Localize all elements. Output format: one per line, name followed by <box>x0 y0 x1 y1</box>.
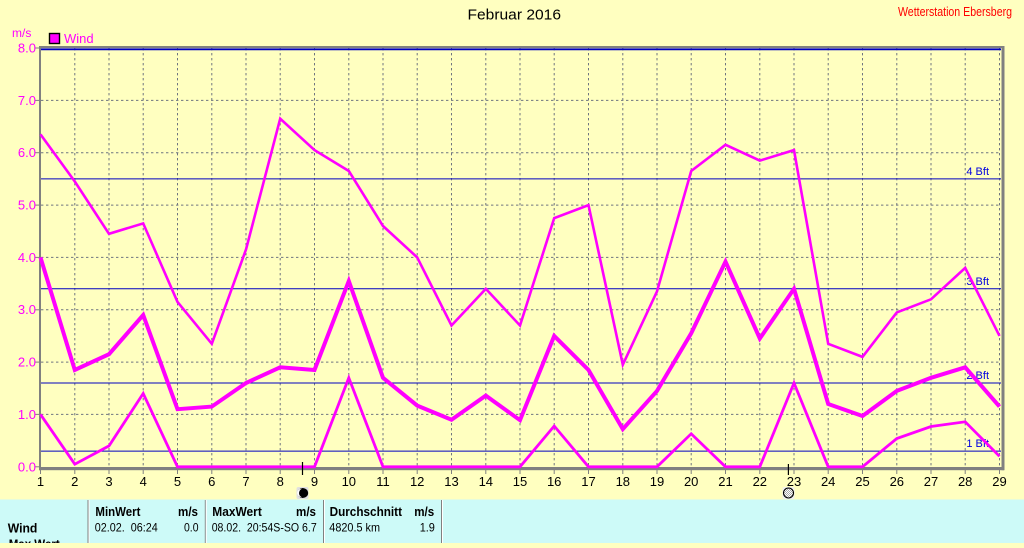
svg-text:16: 16 <box>547 474 561 489</box>
svg-text:MinWert: MinWert <box>95 505 141 519</box>
svg-text:22: 22 <box>753 474 767 489</box>
svg-text:1: 1 <box>37 474 44 489</box>
svg-text:9: 9 <box>311 474 318 489</box>
svg-text:19: 19 <box>650 474 664 489</box>
svg-text:08.02. 20:54S-SO 6.7: 08.02. 20:54S-SO 6.7 <box>212 521 317 535</box>
svg-text:Februar 2016: Februar 2016 <box>468 7 562 24</box>
svg-text:Durchschnitt: Durchschnitt <box>330 505 403 519</box>
svg-text:8.0: 8.0 <box>18 41 36 56</box>
svg-text:MaxWert: MaxWert <box>212 505 262 519</box>
svg-text:4 Bft: 4 Bft <box>966 166 989 178</box>
svg-text:4: 4 <box>140 474 147 489</box>
svg-text:15: 15 <box>513 474 527 489</box>
svg-text:6: 6 <box>208 474 215 489</box>
svg-text:29: 29 <box>992 474 1006 489</box>
svg-text:0.0: 0.0 <box>18 459 36 474</box>
svg-text:23: 23 <box>787 474 801 489</box>
svg-text:m/s: m/s <box>12 26 31 40</box>
svg-text:6.0: 6.0 <box>18 145 36 160</box>
svg-text:20: 20 <box>684 474 698 489</box>
svg-text:26: 26 <box>890 474 904 489</box>
svg-text:7.0: 7.0 <box>18 93 36 108</box>
svg-text:5: 5 <box>174 474 181 489</box>
svg-text:7: 7 <box>242 474 249 489</box>
svg-text:25: 25 <box>855 474 869 489</box>
svg-text:1.9: 1.9 <box>420 521 435 535</box>
svg-text:Wind: Wind <box>8 521 38 535</box>
svg-text:27: 27 <box>924 474 938 489</box>
svg-text:12: 12 <box>410 474 424 489</box>
svg-text:5.0: 5.0 <box>18 198 36 213</box>
svg-text:4.0: 4.0 <box>18 250 36 265</box>
svg-text:24: 24 <box>821 474 835 489</box>
svg-text:2.0: 2.0 <box>18 355 36 370</box>
svg-text:m/s: m/s <box>414 505 434 519</box>
svg-text:Max.Wert: Max.Wert <box>9 538 61 544</box>
svg-text:1.0: 1.0 <box>18 407 36 422</box>
svg-text:3: 3 <box>105 474 112 489</box>
svg-text:10: 10 <box>342 474 356 489</box>
svg-text:14: 14 <box>479 474 493 489</box>
svg-text:0.0: 0.0 <box>184 521 199 535</box>
svg-text:28: 28 <box>958 474 972 489</box>
svg-text:8: 8 <box>277 474 284 489</box>
svg-text:21: 21 <box>718 474 732 489</box>
svg-text:m/s: m/s <box>178 505 198 519</box>
svg-text:13: 13 <box>444 474 458 489</box>
svg-text:4820.5 km: 4820.5 km <box>329 521 380 535</box>
svg-text:17: 17 <box>581 474 595 489</box>
svg-text:3.0: 3.0 <box>18 302 36 317</box>
svg-text:11: 11 <box>376 474 390 489</box>
svg-text:2: 2 <box>71 474 78 489</box>
svg-text:02.02. 06:24: 02.02. 06:24 <box>95 521 158 535</box>
svg-text:Wetterstation Ebersberg: Wetterstation Ebersberg <box>898 5 1012 19</box>
svg-text:18: 18 <box>616 474 630 489</box>
svg-text:Wind: Wind <box>64 31 94 46</box>
svg-text:m/s: m/s <box>296 505 316 519</box>
